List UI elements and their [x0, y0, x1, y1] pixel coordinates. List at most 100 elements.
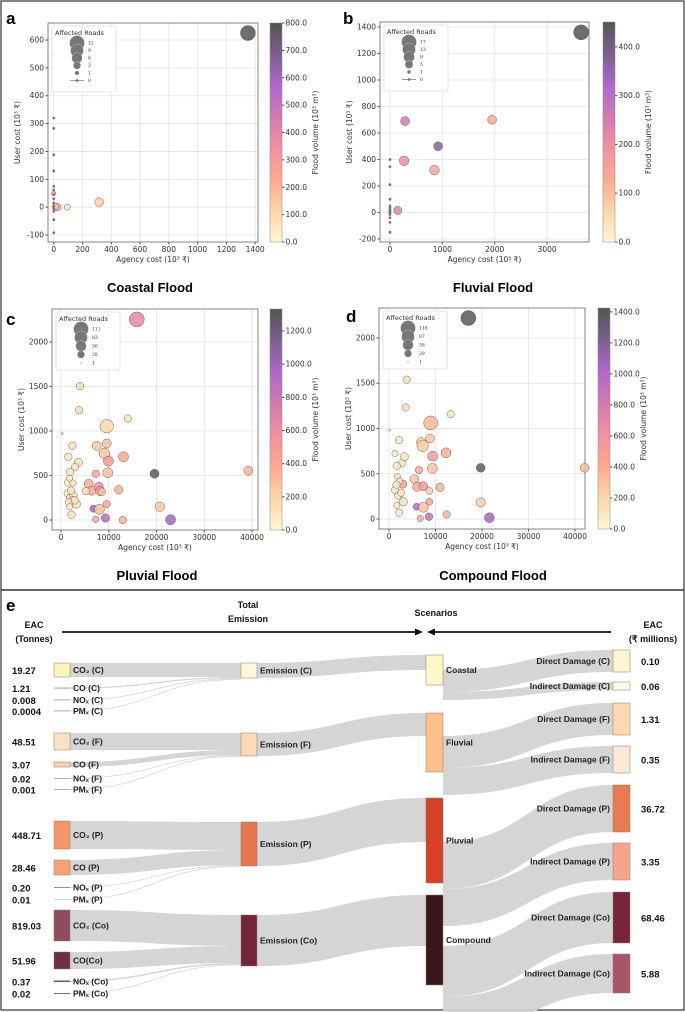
sankey-node — [53, 761, 71, 768]
node-label: Indirect Damage (C) — [530, 681, 610, 691]
data-point — [402, 375, 411, 384]
y-tick-label: 1000 — [356, 424, 375, 433]
y-tick-label: 1500 — [29, 382, 48, 391]
data-point — [102, 500, 111, 508]
node-label: NOₓ (F) — [73, 773, 102, 783]
node-value: 68.46 — [641, 914, 665, 925]
y-tick-label: 500 — [30, 63, 45, 72]
node-label: NOₓ (Co) — [73, 976, 108, 986]
data-point — [429, 165, 440, 176]
sankey-node — [53, 662, 71, 678]
legend-box — [383, 24, 449, 92]
sankey-link — [70, 678, 241, 701]
data-point — [427, 450, 438, 462]
colorbar-tick-label: 200.0 — [619, 140, 641, 149]
node-label: Emission (F) — [260, 740, 311, 750]
node-label: Indirect Damage (Co) — [525, 969, 611, 979]
legend-marker — [80, 362, 82, 364]
data-point — [435, 483, 445, 492]
colorbar-tick-label: 300.0 — [286, 155, 308, 164]
y-tick-label: 600 — [30, 35, 45, 44]
data-point — [388, 197, 392, 201]
node-value: 51.96 — [12, 957, 36, 968]
legend-marker — [75, 340, 87, 352]
sankey-node — [240, 914, 258, 967]
node-value: 0.06 — [641, 682, 660, 693]
data-point — [94, 197, 104, 207]
data-point — [573, 24, 589, 41]
sankey-link — [70, 755, 241, 790]
colorbar-label: Flood volume (10³ m³) — [311, 90, 320, 174]
eac-right-header-unit: (₹ millions) — [629, 634, 677, 644]
sankey-node — [53, 859, 71, 876]
data-point — [52, 201, 56, 205]
data-point — [418, 502, 429, 513]
data-point — [388, 158, 392, 161]
colorbar-tick-label: 0.0 — [286, 526, 298, 535]
data-point — [68, 441, 77, 450]
colorbar-label: Flood volume (10³ m³) — [311, 377, 320, 461]
x-tick-label: 40000 — [563, 532, 587, 541]
scatter-panel-c: 0 10000 20000 30000 40000 0 500 1000 1500 2000 Aff… — [6, 308, 320, 583]
sankey-node — [54, 778, 70, 779]
legend-label: 3 — [88, 63, 91, 69]
y-tick-label: 400 — [30, 91, 45, 100]
data-point — [71, 462, 80, 471]
y-tick-label: 1000 — [357, 76, 376, 85]
legend-label: 29 — [419, 351, 425, 357]
node-label: PMₓ (F) — [73, 784, 102, 794]
sankey-link — [257, 655, 426, 678]
data-point — [388, 211, 392, 214]
sankey-node — [240, 821, 258, 867]
y-tick-label: 600 — [362, 128, 377, 137]
y-axis-label: User cost (10³ ₹) — [345, 100, 354, 163]
eac-right-header: EAC — [643, 620, 663, 630]
legend-label: 0 — [420, 77, 423, 83]
total-emission-header: Total — [238, 600, 259, 610]
data-point — [388, 216, 392, 220]
y-axis-label: User cost (10³ ₹) — [344, 387, 353, 450]
sankey-link — [70, 733, 241, 750]
legend-marker — [404, 349, 412, 358]
node-label: NOₓ (C) — [73, 695, 103, 705]
data-point — [424, 512, 434, 521]
colorbar — [602, 21, 616, 243]
data-point — [70, 496, 79, 505]
y-tick-label: 100 — [30, 175, 45, 184]
data-point — [416, 439, 429, 452]
sankey-link — [70, 821, 241, 850]
node-value: 48.51 — [12, 738, 36, 749]
total-emission-header-2: Emission — [228, 614, 268, 624]
colorbar-tick-label: 0.0 — [286, 238, 298, 247]
data-point — [423, 415, 438, 431]
data-point — [440, 447, 452, 458]
node-value: 1.21 — [12, 684, 31, 695]
y-tick-label: 0 — [43, 516, 48, 525]
node-value: 0.001 — [12, 785, 36, 796]
legend-title: Affected Roads — [55, 29, 105, 37]
x-tick-label: 3000 — [538, 245, 557, 254]
x-tick-label: 800 — [162, 245, 177, 254]
legend-box — [55, 311, 121, 371]
x-tick-label: 2000 — [485, 245, 504, 254]
data-point — [476, 463, 486, 473]
panel-label: c — [6, 310, 15, 329]
legend-marker — [407, 70, 411, 74]
legend-label: 12 — [88, 41, 94, 47]
colorbar-tick-label: 0.0 — [614, 525, 626, 534]
data-point — [395, 436, 403, 445]
arrow-right-head — [415, 628, 423, 636]
node-label: Emission (C) — [260, 666, 312, 676]
legend-label: 58 — [419, 343, 425, 349]
colorbar-tick-label: 400.0 — [614, 462, 636, 471]
colorbar-tick-label: 200.0 — [614, 493, 636, 502]
node-label: Indirect Damage (F) — [531, 755, 611, 765]
sankey-node — [425, 654, 444, 686]
y-tick-label: 2000 — [356, 333, 375, 342]
x-axis-label: Agency cost (10³ ₹) — [445, 542, 519, 551]
colorbar-tick-label: 800.0 — [286, 19, 308, 28]
colorbar-label: Flood volume (10³ m³) — [644, 90, 653, 174]
colorbar-tick-label: 600.0 — [286, 426, 308, 435]
